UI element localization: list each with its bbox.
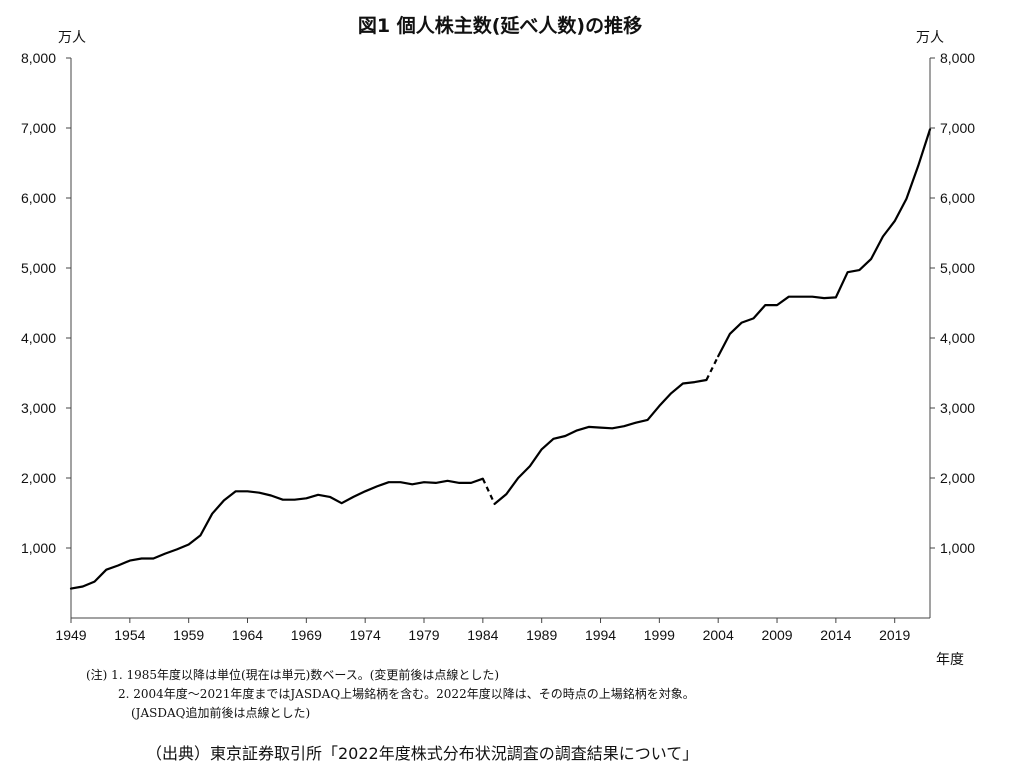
x-tick-label: 1959	[173, 627, 204, 643]
ticks-group: 1,000 1,000 2,000 2,000 3,000 3,000 4,000 4,000…	[21, 50, 975, 643]
x-tick-label: 1954	[114, 627, 145, 643]
y-tick-label-left: 7,000	[21, 120, 56, 136]
series-line-solid	[69, 477, 484, 590]
x-tick-label: 1974	[350, 627, 381, 643]
x-tick-label: 1949	[55, 627, 86, 643]
y-tick-label-right: 7,000	[940, 120, 975, 136]
y-tick-label-left: 4,000	[21, 330, 56, 346]
y-axis-unit-left: 万人	[58, 30, 86, 46]
x-axis-label: 年度	[936, 652, 964, 668]
x-tick-label: 2014	[820, 627, 851, 643]
x-tick-label: 1964	[232, 627, 263, 643]
x-tick-label: 1979	[408, 627, 439, 643]
note-line-3: (JASDAQ追加前後は点線とした)	[131, 706, 311, 720]
y-tick-label-left: 2,000	[21, 470, 56, 486]
y-tick-label-left: 5,000	[21, 260, 56, 276]
x-tick-label: 1989	[526, 627, 557, 643]
y-tick-label-right: 2,000	[940, 470, 975, 486]
y-tick-label-left: 8,000	[21, 50, 56, 66]
series-line-solid	[493, 378, 708, 505]
chart-title: 図1 個人株主数(延べ人数)の推移	[358, 14, 642, 37]
series-line-dashed	[705, 355, 720, 381]
y-tick-label-right: 5,000	[940, 260, 975, 276]
x-tick-label: 1999	[644, 627, 675, 643]
y-tick-label-right: 3,000	[940, 400, 975, 416]
x-tick-label: 2019	[879, 627, 910, 643]
note-line-1: (注) 1. 1985年度以降は単位(現在は単元)数ベース。(変更前後は点線とし…	[86, 668, 500, 682]
y-tick-label-left: 6,000	[21, 190, 56, 206]
y-axis-unit-right: 万人	[916, 30, 944, 46]
source-citation: （出典）東京証券取引所「2022年度株式分布状況調査の調査結果について」	[146, 744, 699, 763]
note-line-2: 2. 2004年度〜2021年度まではJASDAQ上場銘柄を含む。2022年度以…	[118, 687, 695, 701]
x-tick-label: 1994	[585, 627, 616, 643]
y-tick-label-left: 1,000	[21, 540, 56, 556]
y-tick-label-right: 4,000	[940, 330, 975, 346]
x-tick-label: 1969	[291, 627, 322, 643]
y-tick-label-right: 1,000	[940, 540, 975, 556]
series-layer	[69, 128, 932, 590]
y-tick-label-right: 8,000	[940, 50, 975, 66]
x-tick-label: 2009	[761, 627, 792, 643]
series-line-solid	[717, 128, 932, 358]
series-line-dashed	[481, 478, 496, 505]
y-tick-label-right: 6,000	[940, 190, 975, 206]
x-tick-label: 2004	[703, 627, 734, 643]
x-tick-label: 1984	[467, 627, 498, 643]
y-tick-label-left: 3,000	[21, 400, 56, 416]
axes-group	[70, 58, 931, 619]
